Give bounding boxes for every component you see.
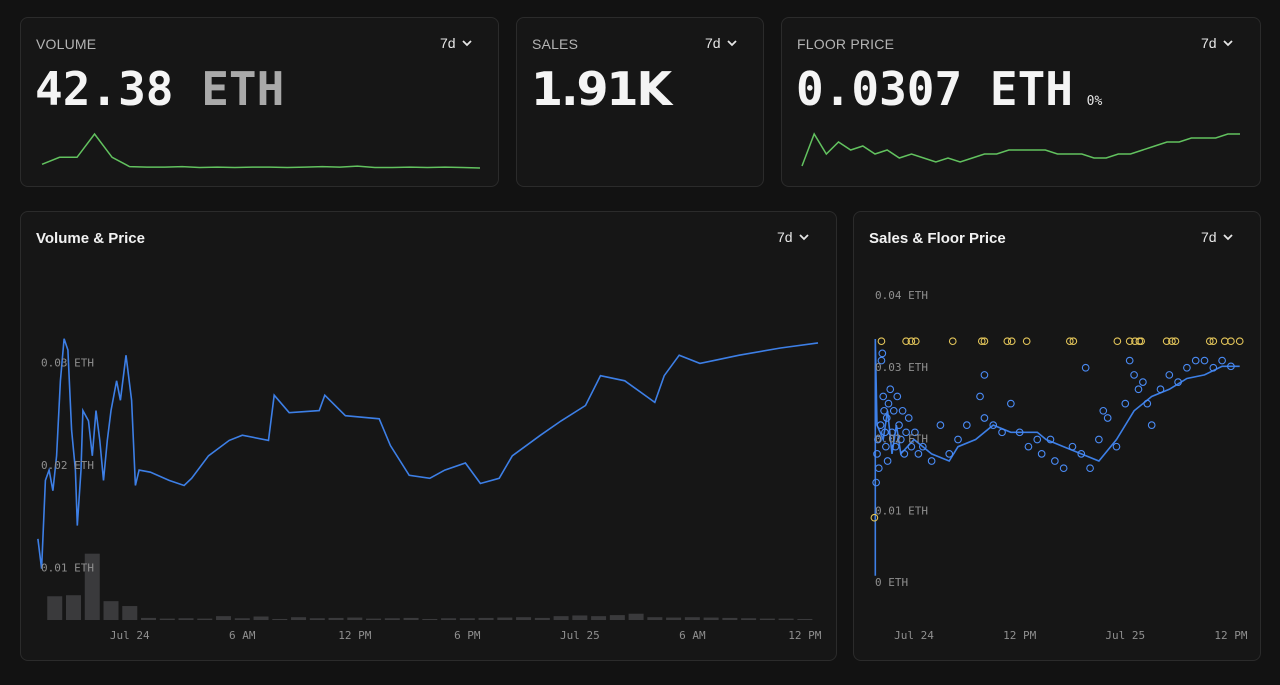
stat-value: 42.38 ETH [35,62,284,116]
period: 7d [440,35,456,51]
change: 0% [1086,94,1103,109]
period-dropdown[interactable]: 7d [1201,35,1233,51]
sales-card: SALES 7d 1.91K [516,17,764,187]
volume-card: VOLUME 7d 42.38 ETH [20,17,499,187]
sparkline-line [41,132,481,169]
sparkline-line [801,132,1240,167]
period: 7d [1201,35,1217,51]
chevron [1222,233,1233,240]
chart-title: Sales & Floor Price [869,230,1006,247]
value: 0.0307 [796,62,963,116]
stat-label: VOLUME [36,36,97,52]
value: 42.38 [35,62,174,116]
unit: ETH [201,62,285,116]
unit: ETH [989,62,1073,116]
period-dropdown[interactable]: 7d [777,229,809,245]
period: 7d [705,35,721,51]
chevron [798,233,809,240]
sales-floor-card: Sales & Floor Price 7d [853,211,1261,661]
volume-price-card: Volume & Price 7d [20,211,837,661]
stat-value: 0.0307 ETH 0% [796,62,1102,116]
floor-card: FLOOR PRICE 7d 0.0307 ETH 0% [781,17,1261,187]
chart-title: Volume & Price [36,230,145,247]
value: 1.91K [531,62,672,116]
period-dropdown[interactable]: 7d [705,35,737,51]
sparkline [41,132,481,169]
sparkline [801,132,1240,167]
stat-label: FLOOR PRICE [797,36,895,52]
period: 7d [777,229,793,245]
chevron [461,39,472,46]
stat-value: 1.91K [531,62,672,116]
stat-label: SALES [532,36,579,52]
chevron [726,39,737,46]
period: 7d [1201,229,1217,245]
chevron [1222,39,1233,46]
period-dropdown[interactable]: 7d [440,35,472,51]
period-dropdown[interactable]: 7d [1201,229,1233,245]
